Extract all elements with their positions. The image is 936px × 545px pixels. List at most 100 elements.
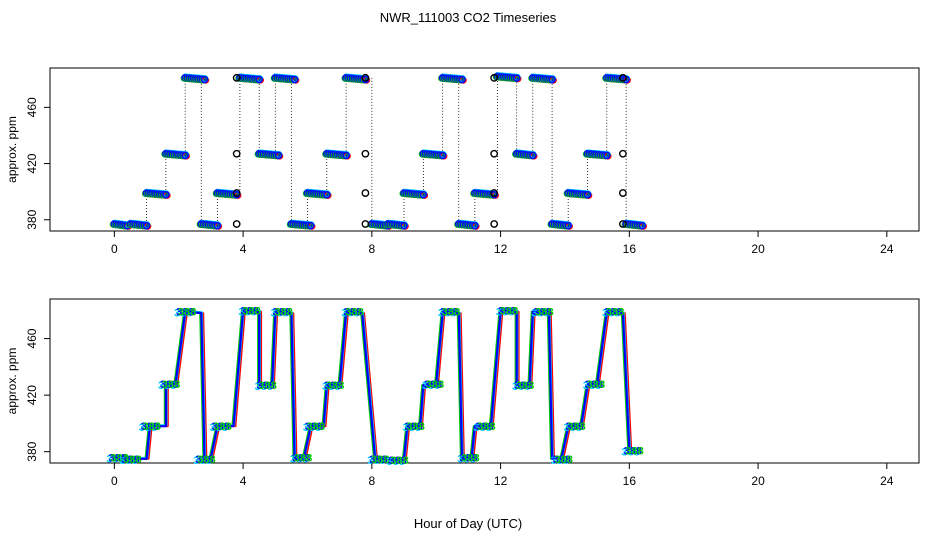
point-label: 388 [567,421,585,433]
data-point [142,221,151,230]
data-point [458,75,466,84]
data-point [583,190,592,199]
point-label: 388 [386,456,404,468]
bottom-y-tick-label: 420 [25,385,39,405]
bottom-y-tick-label: 380 [25,441,39,461]
point-label: 388 [343,307,361,319]
bottom-x-tick-label: 20 [751,474,765,488]
data-point [512,74,521,82]
point-label: 388 [305,421,323,433]
point-label: 388 [258,380,276,392]
point-label: 388 [174,308,192,320]
point-label: 388 [602,308,620,320]
top-x-tick-label: 12 [494,242,508,256]
black-marker [232,149,241,158]
point-label: 388 [422,380,440,392]
point-label: 388 [369,454,387,466]
point-label: 388 [110,452,128,464]
point-label: 388 [533,307,551,319]
top-y-tick-label: 380 [25,209,39,229]
data-point [181,151,189,160]
point-label: 388 [326,380,344,392]
series-line [114,309,631,462]
point-label: 388 [238,306,256,318]
point-label: 388 [213,421,231,433]
point-label: 388 [390,455,408,467]
top-x-tick-label: 16 [623,242,637,256]
point-label: 388 [424,379,442,391]
point-label: 388 [345,307,363,319]
black-marker [361,73,370,82]
point-label: 388 [123,454,141,466]
top-x-tick-label: 0 [111,242,118,256]
point-label: 388 [426,379,444,391]
point-label: 388 [500,305,518,317]
data-point [438,151,447,160]
data-point [400,221,408,230]
point-label: 388 [625,445,643,457]
black-marker [361,149,370,158]
bottom-y-tick-label: 460 [25,328,39,348]
chart-title: NWR_111003 CO2 Timeseries [380,10,557,25]
top-x-tick-label: 20 [751,242,765,256]
data-point [274,151,283,160]
data-point [306,221,315,230]
black-marker [232,220,241,228]
data-point [638,221,647,230]
black-marker [361,220,370,228]
top-panel: 0 4 8 12 16 20 24 380 420 460 approx. ppm [5,67,920,256]
point-label: 388 [254,381,272,393]
point-label: 388 [193,455,211,467]
point-label: 388 [162,379,180,391]
point-label: 388 [585,379,603,391]
point-label: 388 [121,454,139,466]
black-marker [490,149,499,158]
point-label: 388 [119,455,137,467]
point-label: 388 [461,452,479,464]
point-label: 388 [442,307,460,319]
point-label: 388 [341,308,359,320]
point-label: 388 [294,452,312,464]
data-point [548,75,556,84]
point-label: 388 [197,454,215,466]
point-label: 388 [459,452,477,464]
point-label: 388 [587,379,605,391]
data-point [564,221,572,230]
point-label: 388 [371,454,389,466]
top-x-tick-label: 4 [240,242,247,256]
bottom-x-tick-label: 16 [623,474,637,488]
data-point [471,221,479,230]
top-plot-frame [49,67,920,232]
black-marker [232,73,241,82]
top-x-tick-label: 24 [880,242,894,256]
black-marker [618,189,627,197]
point-label: 388 [271,308,289,320]
point-label: 388 [512,381,530,393]
bottom-plot-frame [49,298,920,464]
point-label: 388 [623,445,641,457]
bottom-x-tick-label: 12 [494,474,508,488]
point-label: 388 [139,422,157,434]
point-label: 388 [303,422,321,434]
point-label: 388 [195,454,213,466]
point-label: 388 [160,379,178,391]
point-label: 388 [256,380,274,392]
black-marker [490,189,499,197]
bottom-x-tick-label: 4 [240,474,247,488]
point-label: 388 [553,454,571,466]
point-label: 388 [292,452,310,464]
point-label: 388 [405,421,423,433]
point-label: 388 [565,421,583,433]
point-label: 388 [457,453,475,465]
point-label: 388 [563,422,581,434]
point-label: 388 [209,422,227,434]
bottom-x-tick-label: 24 [880,474,894,488]
point-label: 388 [158,380,176,392]
point-label: 388 [473,422,491,434]
point-label: 388 [551,455,569,467]
bottom-x-tick-label: 0 [111,474,118,488]
point-label: 388 [438,308,456,320]
data-point [528,151,537,160]
point-label: 388 [176,307,194,319]
